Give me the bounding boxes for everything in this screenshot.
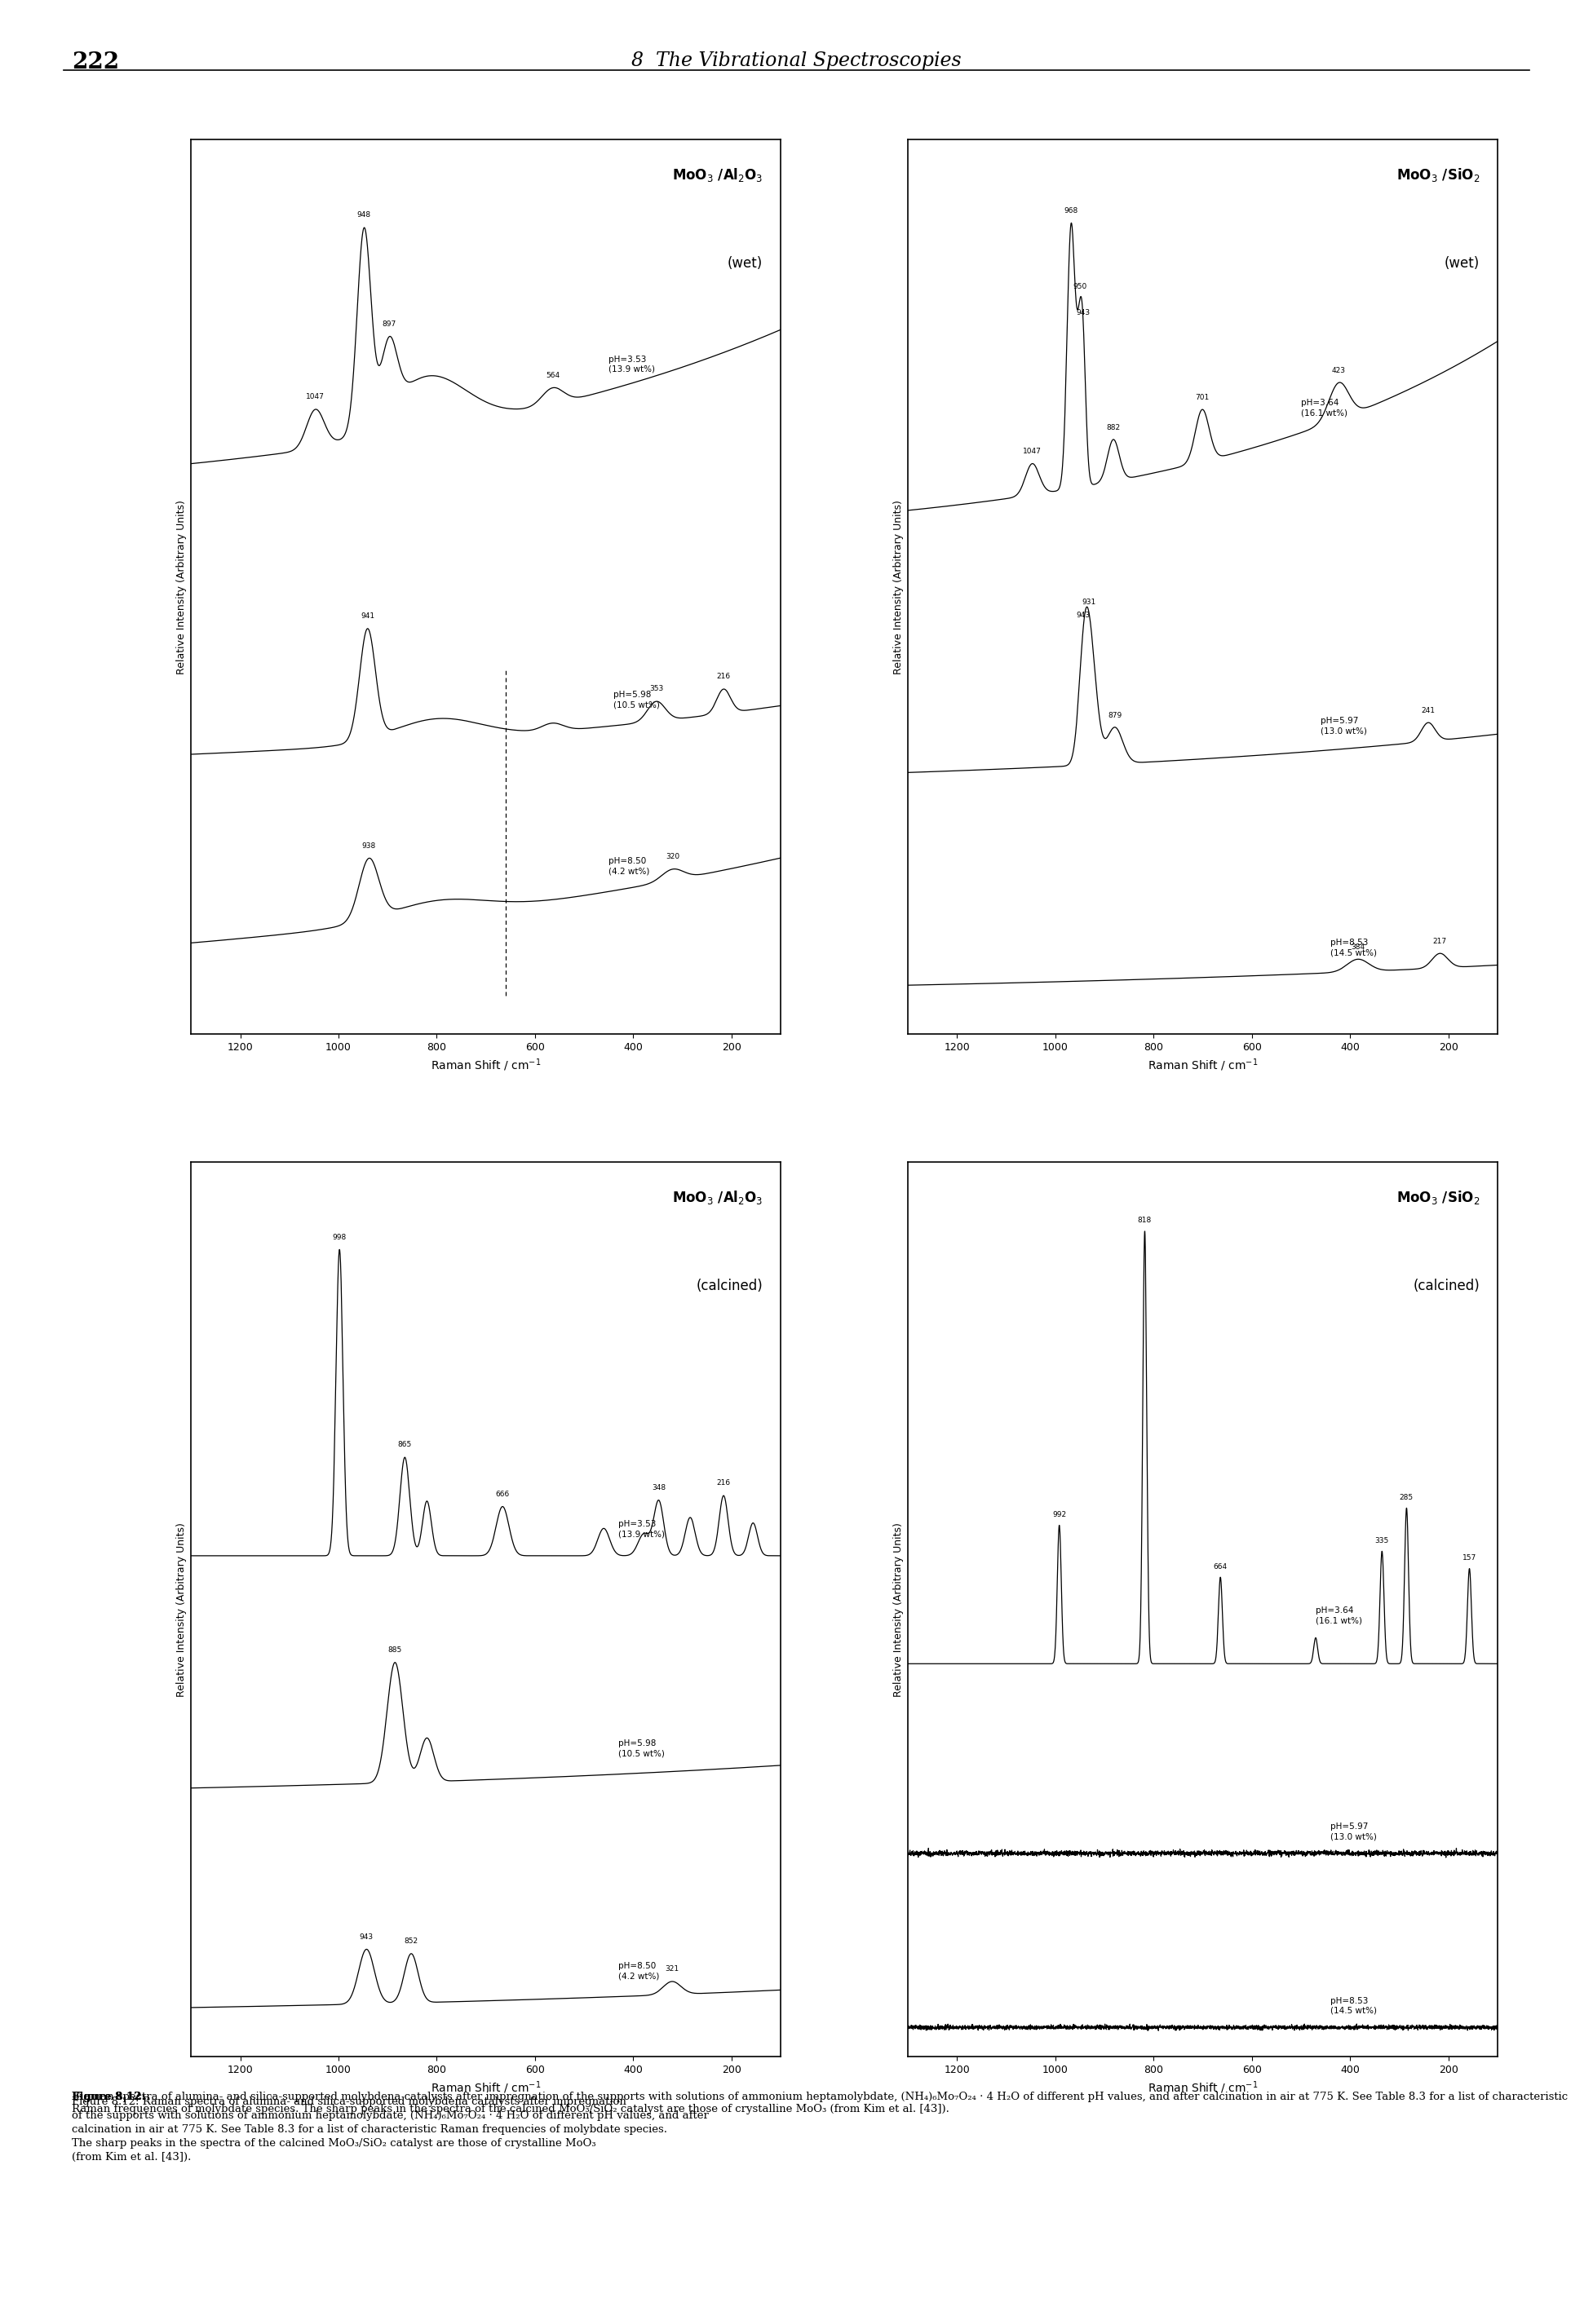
Text: pH=8.53
(14.5 wt%): pH=8.53 (14.5 wt%) [1330, 939, 1376, 957]
Text: Figure 8.12: Raman spectra of alumina- and silica-supported molybdena catalysts : Figure 8.12: Raman spectra of alumina- a… [72, 2096, 709, 2161]
Y-axis label: Relative Intensity (Arbitrary Units): Relative Intensity (Arbitrary Units) [892, 500, 903, 674]
Text: pH=5.98
(10.5 wt%): pH=5.98 (10.5 wt%) [613, 690, 660, 709]
Text: 321: 321 [664, 1966, 679, 1973]
Text: MoO$_3$ /SiO$_2$: MoO$_3$ /SiO$_2$ [1397, 167, 1480, 184]
Text: 217: 217 [1434, 937, 1446, 946]
Text: ⁠⁠⁠⁠⁠⁠⁠⁠⁠⁠⁠⁠ Raman spectra of alumina- and silica-supported molybdena catalysts : ⁠⁠⁠⁠⁠⁠⁠⁠⁠⁠⁠⁠ Raman spectra of alumina- a… [72, 2092, 1568, 2115]
Text: 157: 157 [1462, 1555, 1477, 1562]
Text: 1047: 1047 [1023, 449, 1042, 456]
Text: 1047: 1047 [306, 393, 325, 400]
Text: 222: 222 [72, 51, 119, 72]
Y-axis label: Relative Intensity (Arbitrary Units): Relative Intensity (Arbitrary Units) [175, 500, 186, 674]
Text: 216: 216 [717, 1480, 731, 1487]
Text: (wet): (wet) [1445, 256, 1480, 270]
Text: 865: 865 [398, 1441, 413, 1448]
Y-axis label: Relative Intensity (Arbitrary Units): Relative Intensity (Arbitrary Units) [175, 1522, 186, 1697]
Text: 968: 968 [1064, 207, 1078, 214]
Text: 879: 879 [1107, 711, 1121, 718]
Text: 998: 998 [333, 1234, 347, 1241]
Text: 943: 943 [360, 1934, 373, 1941]
Text: 882: 882 [1106, 423, 1120, 432]
Text: 950: 950 [1074, 284, 1086, 290]
Text: pH=3.53
(13.9 wt%): pH=3.53 (13.9 wt%) [618, 1520, 664, 1538]
Text: 320: 320 [666, 853, 680, 860]
Text: 664: 664 [1214, 1564, 1227, 1571]
Text: pH=8.50
(4.2 wt%): pH=8.50 (4.2 wt%) [609, 858, 650, 876]
Text: Figure 8.12:: Figure 8.12: [72, 2092, 145, 2103]
Text: 948: 948 [357, 211, 371, 218]
Text: (calcined): (calcined) [1413, 1278, 1480, 1292]
Text: 897: 897 [382, 321, 397, 328]
Text: 992: 992 [1053, 1511, 1066, 1518]
Text: pH=8.50
(4.2 wt%): pH=8.50 (4.2 wt%) [618, 1961, 660, 1980]
Text: 852: 852 [405, 1938, 419, 1945]
Text: 938: 938 [362, 841, 376, 848]
Text: pH=5.98
(10.5 wt%): pH=5.98 (10.5 wt%) [618, 1738, 664, 1757]
Text: 423: 423 [1332, 367, 1346, 374]
X-axis label: Raman Shift / cm$^{-1}$: Raman Shift / cm$^{-1}$ [1147, 1057, 1258, 1074]
Text: pH=5.97
(13.0 wt%): pH=5.97 (13.0 wt%) [1330, 1822, 1376, 1841]
Text: 384: 384 [1351, 944, 1365, 951]
X-axis label: Raman Shift / cm$^{-1}$: Raman Shift / cm$^{-1}$ [430, 1057, 542, 1074]
Text: 941: 941 [360, 614, 374, 621]
Text: 564: 564 [546, 372, 559, 379]
Text: 216: 216 [717, 674, 731, 681]
Text: 818: 818 [1137, 1218, 1152, 1225]
Text: MoO$_3$ /Al$_2$O$_3$: MoO$_3$ /Al$_2$O$_3$ [672, 1190, 763, 1206]
Text: (calcined): (calcined) [696, 1278, 763, 1292]
Text: 8  The Vibrational Spectroscopies: 8 The Vibrational Spectroscopies [631, 51, 962, 70]
Text: pH=5.97
(13.0 wt%): pH=5.97 (13.0 wt%) [1321, 716, 1367, 734]
Text: 353: 353 [650, 686, 663, 693]
Text: pH=3.64
(16.1 wt%): pH=3.64 (16.1 wt%) [1316, 1606, 1362, 1624]
Text: 285: 285 [1400, 1494, 1413, 1501]
Text: 931: 931 [1082, 600, 1096, 607]
Text: MoO$_3$ /SiO$_2$: MoO$_3$ /SiO$_2$ [1397, 1190, 1480, 1206]
Text: pH=3.53
(13.9 wt%): pH=3.53 (13.9 wt%) [609, 356, 655, 374]
Text: MoO$_3$ /Al$_2$O$_3$: MoO$_3$ /Al$_2$O$_3$ [672, 167, 763, 184]
Text: 943: 943 [1077, 611, 1090, 618]
X-axis label: Raman Shift / cm$^{-1}$: Raman Shift / cm$^{-1}$ [430, 2080, 542, 2096]
Text: 348: 348 [652, 1485, 666, 1492]
Text: 241: 241 [1421, 706, 1435, 713]
Text: pH=8.53
(14.5 wt%): pH=8.53 (14.5 wt%) [1330, 1996, 1376, 2015]
Text: 885: 885 [389, 1645, 401, 1655]
Text: 666: 666 [495, 1490, 510, 1497]
Text: 335: 335 [1375, 1536, 1389, 1545]
Text: (wet): (wet) [728, 256, 763, 270]
Text: Figure 8.12:: Figure 8.12: [72, 2092, 145, 2103]
X-axis label: Raman Shift / cm$^{-1}$: Raman Shift / cm$^{-1}$ [1147, 2080, 1258, 2096]
Y-axis label: Relative Intensity (Arbitrary Units): Relative Intensity (Arbitrary Units) [892, 1522, 903, 1697]
Text: pH=3.64
(16.1 wt%): pH=3.64 (16.1 wt%) [1301, 400, 1348, 416]
Text: 701: 701 [1195, 393, 1209, 402]
Text: 943: 943 [1077, 309, 1090, 316]
